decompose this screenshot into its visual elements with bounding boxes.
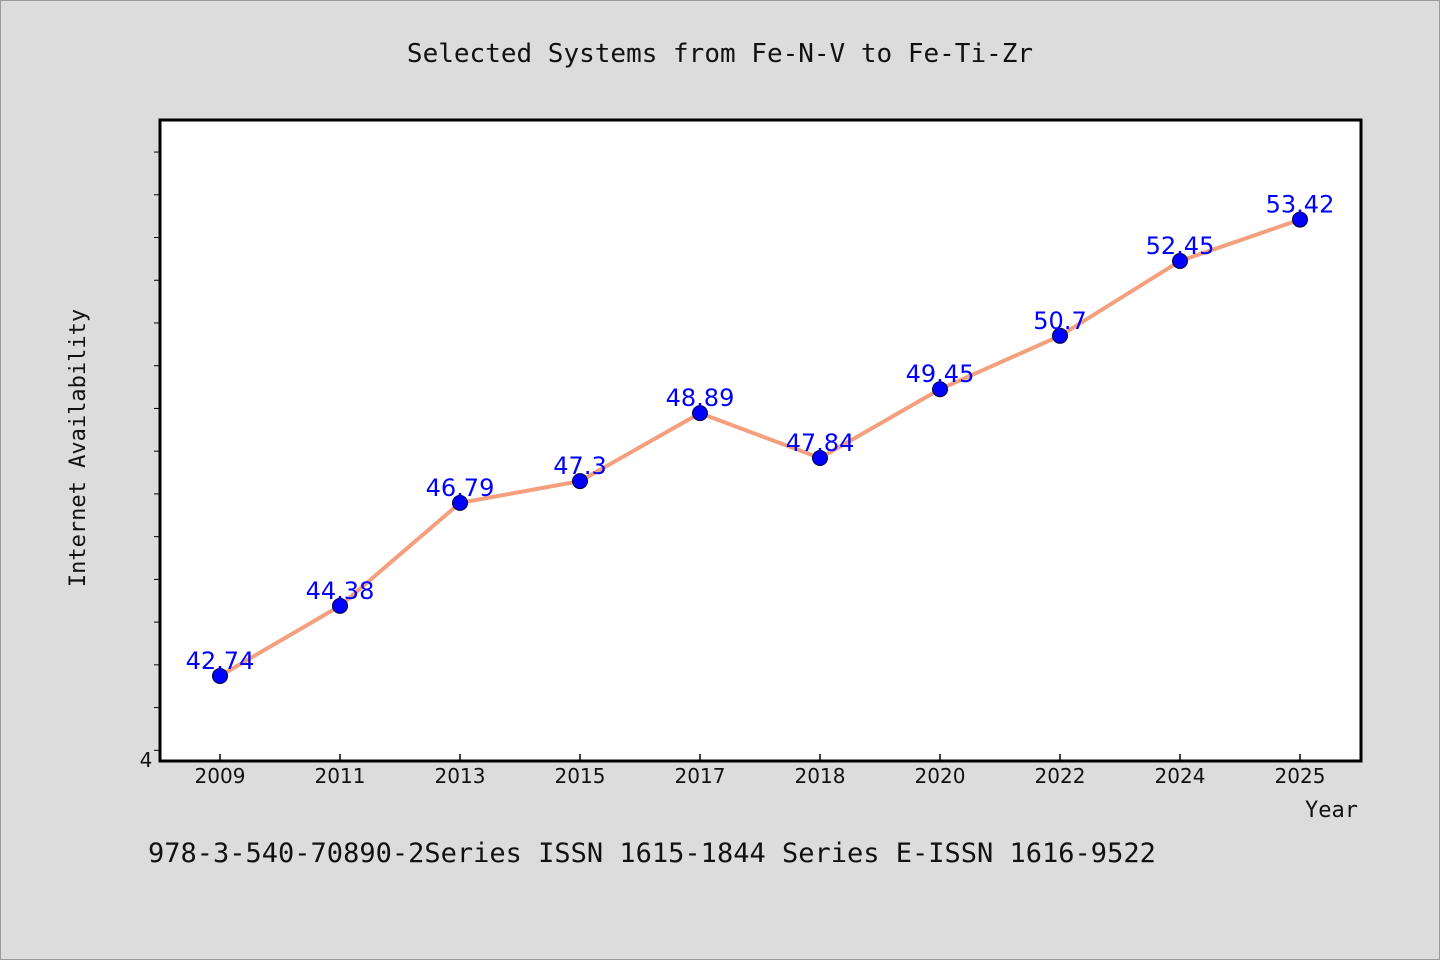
data-point — [812, 450, 828, 467]
x-tick-label: 2024 — [1155, 764, 1206, 788]
data-point — [572, 473, 588, 490]
footer-text: 978-3-540-70890-2Series ISSN 1615-1844 S… — [148, 838, 1156, 869]
series-group: 42.74 44.38 46.79 47.3 48.89 47.84 49.45 50.7 52… — [186, 191, 1335, 684]
x-tick-label: 2011 — [315, 764, 366, 788]
data-label: 49.45 — [906, 360, 975, 388]
x-tick-label: 2015 — [555, 764, 606, 788]
data-label: 46.79 — [426, 474, 495, 502]
data-label: 42.74 — [186, 647, 255, 675]
data-label: 47.3 — [553, 452, 606, 480]
x-tick-label: 2018 — [795, 764, 846, 788]
y-axis-ticks — [154, 151, 160, 751]
data-point — [692, 405, 708, 422]
x-axis-ticks: 2009 2011 2013 2015 2017 2018 2020 2022 2024 2025 — [195, 754, 1326, 788]
data-point — [332, 597, 348, 614]
data-label: 52.45 — [1146, 232, 1215, 260]
x-tick-label: 2009 — [195, 764, 246, 788]
data-label: 48.89 — [666, 384, 735, 412]
y-axis-label: Internet Availability — [66, 309, 91, 587]
data-point — [212, 667, 228, 684]
data-point — [1172, 253, 1188, 270]
data-point — [1292, 211, 1308, 228]
x-tick-label: 2022 — [1035, 764, 1086, 788]
data-label: 53.42 — [1266, 191, 1335, 219]
y-tick-label: 4 — [140, 748, 153, 772]
data-point — [1052, 327, 1068, 344]
chart-title: Selected Systems from Fe-N-V to Fe-Ti-Zr — [407, 39, 1033, 69]
x-tick-label: 2025 — [1275, 764, 1326, 788]
data-label: 50.7 — [1033, 307, 1086, 335]
data-point — [452, 494, 468, 511]
data-label: 47.84 — [786, 429, 855, 457]
data-point — [932, 381, 948, 398]
plot-area — [158, 118, 1363, 763]
series-line — [218, 217, 1301, 678]
data-label: 44.38 — [306, 577, 375, 605]
x-tick-label: 2013 — [435, 764, 486, 788]
x-axis-label: Year — [1305, 798, 1358, 823]
x-tick-label: 2020 — [915, 764, 966, 788]
x-tick-label: 2017 — [675, 764, 726, 788]
